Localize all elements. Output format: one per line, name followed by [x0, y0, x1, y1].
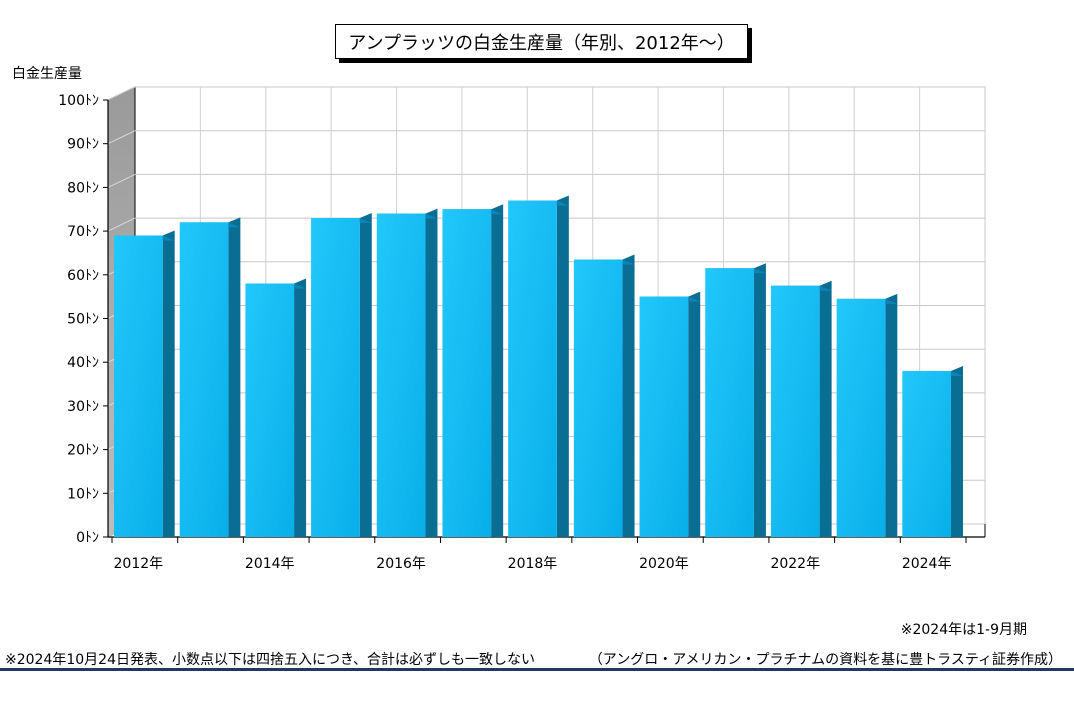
y-tick-label: 100ﾄﾝ [58, 93, 99, 109]
bar-front [245, 283, 295, 537]
y-tick-label: 60ﾄﾝ [67, 268, 99, 284]
y-tick-label: 10ﾄﾝ [67, 486, 99, 502]
bar [245, 278, 307, 537]
bar-side [359, 212, 372, 538]
bar-front [836, 298, 886, 537]
bar-side [688, 291, 701, 537]
bar-front [114, 235, 163, 537]
chart-title: アンプラッツの白金生産量（年別、2012年～） [335, 24, 748, 59]
disclaimer-note: ※2024年10月24日発表、小数点以下は四捨五入につき、合計は必ずしも一致しな… [5, 652, 536, 668]
source-note: （アングロ・アメリカン・プラチナムの資料を基に豊トラスティ証券作成） [588, 652, 1062, 668]
footer-rule [0, 668, 1074, 671]
bar [508, 195, 569, 537]
bar-front [770, 285, 820, 537]
period-note: ※2024年は1-9月期 [900, 622, 1027, 638]
bar-front [442, 209, 492, 537]
bar-front [311, 217, 360, 538]
y-tick-label: 0ﾄﾝ [76, 530, 99, 546]
bar [311, 212, 372, 538]
bar [376, 208, 438, 537]
x-tick-label: 2024年 [902, 556, 952, 572]
bar-side [819, 280, 832, 537]
y-tick-label: 70ﾄﾝ [67, 224, 99, 240]
gridline-side [107, 173, 136, 188]
bar [770, 280, 832, 537]
bar [179, 217, 241, 538]
bar-front [639, 296, 689, 537]
gridline-side [107, 217, 136, 232]
x-tick-label: 2018年 [508, 556, 558, 572]
bar-side [622, 254, 635, 537]
bar-front [705, 268, 754, 537]
y-axis-label: 白金生産量 [12, 66, 82, 82]
y-tick-label: 30ﾄﾝ [67, 399, 99, 415]
bar-side [491, 204, 504, 537]
tick-labels: 0ﾄﾝ 10ﾄﾝ 20ﾄﾝ 30ﾄﾝ 40ﾄﾝ 50ﾄﾝ 60ﾄﾝ 70ﾄﾝ 80ﾄﾝ 90ﾄﾝ 1… [58, 93, 951, 572]
x-tick-label: 2014年 [245, 556, 295, 572]
bar-front [573, 259, 623, 537]
y-tick-label: 20ﾄﾝ [67, 443, 99, 459]
gridline-side [107, 130, 136, 145]
bar-front [902, 370, 951, 537]
bar-front [508, 200, 557, 537]
bar-side [951, 365, 963, 537]
bar [573, 254, 635, 537]
bar [114, 230, 175, 537]
bar-chart: 0ﾄﾝ 10ﾄﾝ 20ﾄﾝ 30ﾄﾝ 40ﾄﾝ 50ﾄﾝ 60ﾄﾝ 70ﾄﾝ 80ﾄﾝ 90ﾄﾝ 1… [58, 86, 986, 572]
bar-side [294, 278, 307, 537]
bar-front [179, 222, 229, 538]
bar [705, 263, 766, 537]
gridline-side [107, 86, 136, 101]
bar-side [556, 195, 569, 537]
bar-front [376, 213, 426, 537]
bar [442, 204, 504, 537]
y-tick-label: 80ﾄﾝ [67, 180, 99, 196]
bar-side [753, 263, 766, 537]
x-tick-label: 2012年 [114, 556, 164, 572]
bar-side [885, 293, 898, 537]
x-tick-label: 2020年 [639, 556, 689, 572]
bar [639, 291, 701, 537]
bar-side [162, 230, 175, 537]
y-tick-label: 40ﾄﾝ [67, 355, 99, 371]
bar [836, 293, 898, 537]
y-tick-label: 90ﾄﾝ [67, 137, 99, 153]
x-tick-label: 2016年 [376, 556, 426, 572]
x-tick-label: 2022年 [770, 556, 820, 572]
bar-side [425, 208, 438, 537]
bar [902, 365, 963, 537]
y-tick-label: 50ﾄﾝ [67, 312, 99, 328]
bars [114, 195, 963, 538]
bar-side [228, 217, 241, 538]
